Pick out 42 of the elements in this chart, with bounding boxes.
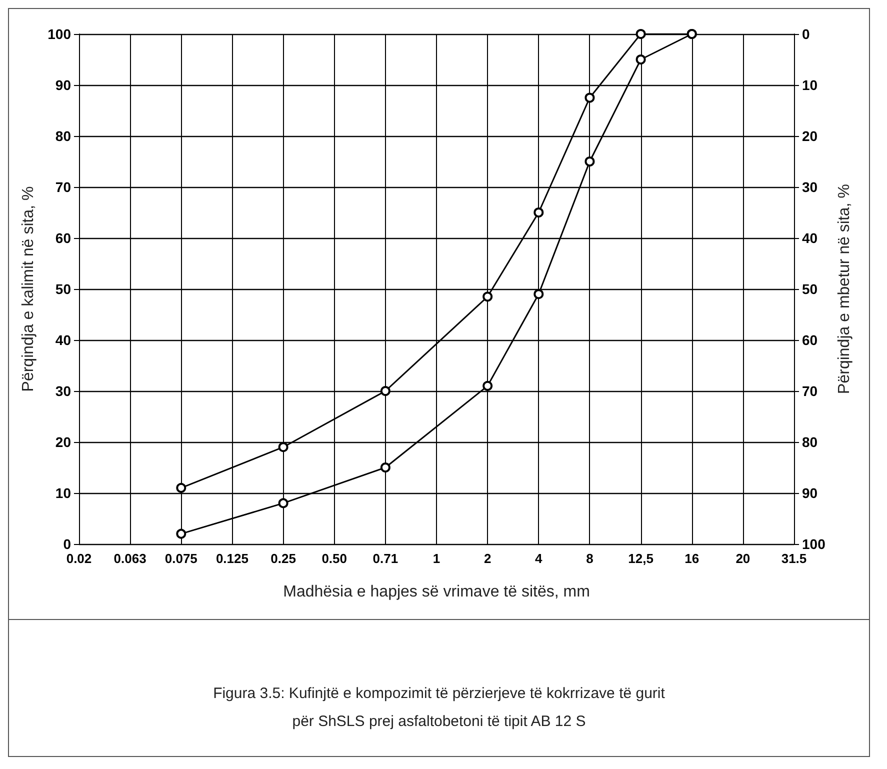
y-tick-label: 0 bbox=[63, 536, 72, 552]
y2-tick-label: 20 bbox=[802, 128, 818, 144]
x-tick-label: 0.063 bbox=[114, 551, 146, 566]
y2-tick-label: 10 bbox=[802, 77, 818, 93]
x-tick-label: 12,5 bbox=[628, 551, 654, 566]
x-tick-label: 20 bbox=[736, 551, 750, 566]
y-tick-label: 80 bbox=[55, 128, 72, 144]
y2-tick-label: 100 bbox=[802, 536, 826, 552]
y-tick-label: 30 bbox=[55, 383, 72, 399]
y-tick-label: 100 bbox=[48, 26, 72, 42]
y2-axis-title: Përqindja e mbetur në sita, % bbox=[836, 184, 853, 394]
y-axis-title: Përqindja e kalimit në sita, % bbox=[20, 186, 38, 392]
x-tick-label: 4 bbox=[535, 551, 544, 566]
x-tick-label: 31.5 bbox=[781, 551, 807, 566]
text: Figura 3.5: Kufinjtë e kompozimit të përzierjeve të kokrrizave të gurit bbox=[212, 684, 666, 704]
x-tick-label: 1 bbox=[432, 551, 440, 566]
y-tick-label: 10 bbox=[55, 485, 72, 501]
y2-tick-label: 30 bbox=[802, 179, 818, 195]
x-axis-title: Madhësia e hapjes së vrimave të sitës, mm bbox=[283, 584, 590, 600]
y2-tick-label: 60 bbox=[802, 332, 818, 348]
y-tick-label: 50 bbox=[55, 281, 72, 297]
x-tick-label: 0.50 bbox=[322, 551, 348, 566]
x-tick-label: 0.075 bbox=[164, 551, 198, 566]
y-tick-label: 40 bbox=[55, 332, 72, 348]
text: për ShSLS prej asfaltobetoni të tipit AB 12 S bbox=[291, 712, 587, 732]
x-tick-label: 2 bbox=[484, 551, 492, 566]
y-tick-label: 20 bbox=[55, 434, 72, 450]
y-tick-label: 60 bbox=[55, 230, 72, 246]
y-tick-label: 70 bbox=[55, 179, 72, 195]
x-tick-label: 16 bbox=[684, 551, 700, 566]
y-tick-label: 90 bbox=[55, 77, 72, 93]
y2-tick-label: 40 bbox=[802, 230, 818, 246]
y2-tick-label: 80 bbox=[802, 434, 818, 450]
y2-tick-label: 0 bbox=[802, 26, 810, 42]
y2-tick-label: 90 bbox=[802, 485, 818, 501]
x-tick-label: 0.25 bbox=[270, 551, 296, 566]
x-tick-label: 8 bbox=[586, 551, 594, 566]
y2-tick-label: 50 bbox=[802, 281, 818, 297]
x-tick-label: 0.125 bbox=[216, 551, 248, 566]
x-tick-label: 0.71 bbox=[372, 551, 398, 566]
x-tick-label: 0.02 bbox=[66, 551, 92, 566]
y2-tick-label: 70 bbox=[802, 383, 818, 399]
